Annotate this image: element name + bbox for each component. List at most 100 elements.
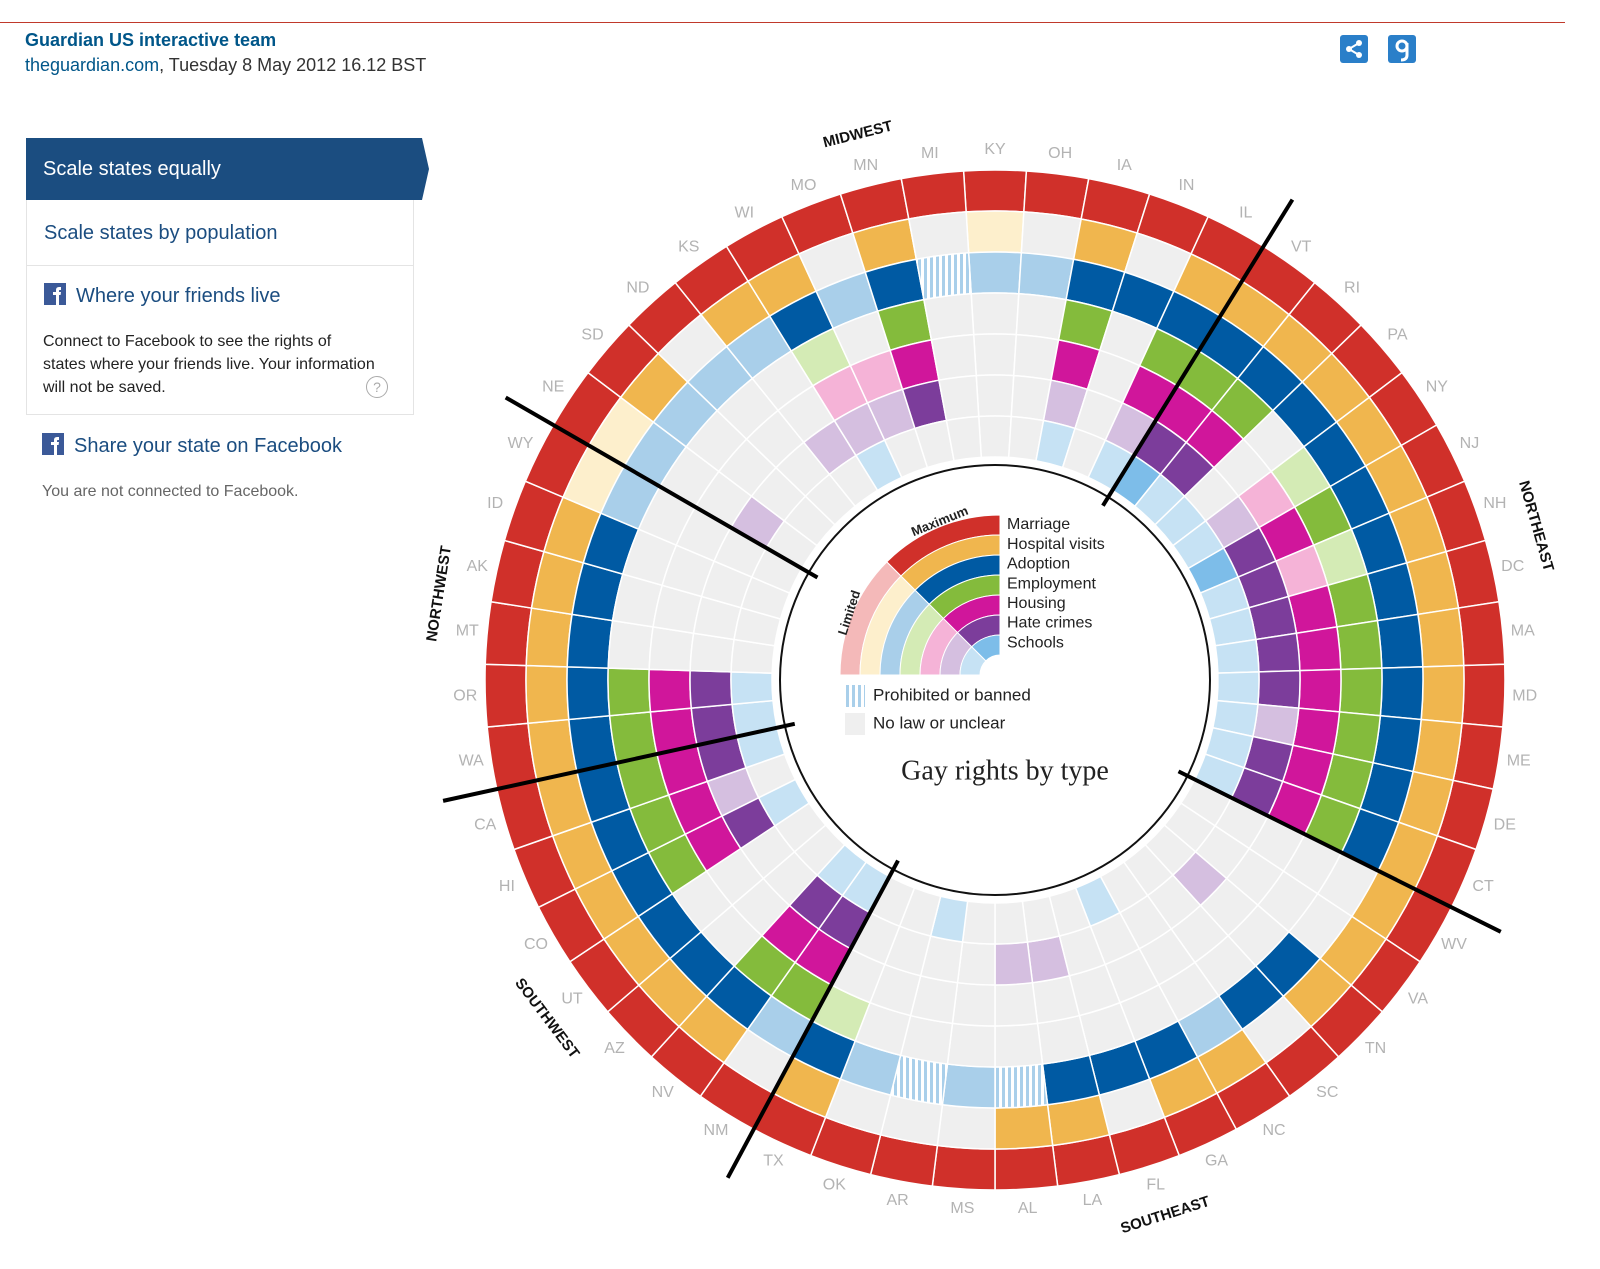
- state-label: NV: [652, 1084, 675, 1101]
- cell: [915, 252, 972, 301]
- share-icon[interactable]: [1340, 35, 1368, 63]
- state-label: NM: [704, 1122, 729, 1139]
- state-label: LA: [1083, 1192, 1103, 1209]
- facebook-icon: [44, 283, 66, 305]
- state-label: WI: [734, 204, 754, 221]
- cell: [1379, 666, 1424, 721]
- state-label: CO: [524, 936, 548, 953]
- state-label: KS: [678, 239, 699, 256]
- cell: [607, 667, 652, 717]
- state-label: DC: [1501, 558, 1524, 575]
- state-label: UT: [561, 991, 583, 1008]
- legend-label: Hospital visits: [1007, 536, 1105, 553]
- cell: [566, 613, 614, 669]
- cell: [951, 981, 996, 1027]
- cell: [1297, 668, 1342, 713]
- top-rule: [0, 22, 1565, 23]
- tab-population[interactable]: Scale states by population: [26, 200, 414, 266]
- state-label: NC: [1262, 1122, 1285, 1139]
- author[interactable]: Guardian US interactive team: [25, 30, 277, 50]
- region-divider: [504, 395, 819, 580]
- legend-label: Employment: [1007, 575, 1096, 592]
- cell: [975, 374, 1015, 418]
- cell: [994, 1063, 1049, 1109]
- state-label: TX: [763, 1153, 784, 1170]
- cell: [1020, 211, 1083, 261]
- legend-label: Marriage: [1007, 516, 1070, 533]
- cell: [923, 292, 975, 341]
- state-label: ID: [487, 495, 503, 512]
- dateline: theguardian.com, Tuesday 8 May 2012 16.1…: [25, 55, 426, 76]
- cell: [956, 941, 996, 986]
- legend-none-swatch: [845, 713, 865, 735]
- cell: [930, 333, 978, 382]
- cell: [1338, 667, 1383, 717]
- region-label: SOUTHEAST: [1119, 1193, 1212, 1237]
- state-label: AL: [1018, 1200, 1038, 1217]
- help-icon[interactable]: ?: [366, 376, 388, 398]
- cell: [994, 1144, 1059, 1191]
- state-label: FL: [1146, 1176, 1165, 1193]
- cell: [1257, 669, 1301, 709]
- cell: [484, 663, 529, 728]
- state-label: WA: [459, 753, 485, 770]
- cell: [1417, 607, 1465, 668]
- cell: [1295, 626, 1342, 672]
- cell: [946, 1022, 996, 1068]
- state-label: AR: [886, 1192, 908, 1209]
- region-label: MIDWEST: [821, 118, 894, 152]
- cell: [1372, 714, 1422, 773]
- chart-title: Gay rights by type: [901, 755, 1109, 786]
- legend-prohibited-swatch: [845, 685, 865, 707]
- cell: [648, 668, 693, 713]
- cell: [967, 251, 1023, 295]
- state-label: WY: [508, 435, 534, 452]
- state-label: CT: [1472, 878, 1494, 895]
- state-label: MA: [1511, 622, 1535, 639]
- region-label: SOUTHWEST: [511, 975, 582, 1062]
- cell: [1336, 619, 1383, 671]
- state-label: MT: [456, 622, 479, 639]
- cell: [994, 900, 1029, 945]
- state-label: KY: [984, 141, 1006, 158]
- cell: [972, 333, 1018, 377]
- cell: [962, 169, 1028, 213]
- state-label: NE: [542, 378, 564, 395]
- state-label: WV: [1441, 936, 1467, 953]
- legend-label: Adoption: [1007, 556, 1070, 573]
- site-link[interactable]: theguardian.com: [25, 55, 160, 75]
- google-icon[interactable]: [1388, 35, 1416, 63]
- state-label: PA: [1387, 326, 1407, 343]
- cell: [994, 981, 1039, 1027]
- state-label: OK: [823, 1176, 846, 1193]
- legend-arc-max: [971, 634, 1001, 662]
- cell: [994, 1022, 1044, 1068]
- state-label: MO: [791, 177, 817, 194]
- cell: [525, 664, 570, 725]
- state-label: MD: [1512, 688, 1537, 705]
- legend-label: Hate crimes: [1007, 615, 1092, 632]
- cell: [607, 619, 654, 671]
- state-label: IL: [1239, 204, 1252, 221]
- cell: [941, 1063, 996, 1109]
- friends-title[interactable]: Where your friends live: [76, 285, 281, 307]
- cell: [994, 1103, 1054, 1150]
- legend-none: No law or unclear: [873, 713, 1006, 732]
- state-label: ND: [626, 280, 649, 297]
- legend-prohibited: Prohibited or banned: [873, 685, 1031, 704]
- cell: [1457, 600, 1506, 667]
- state-label: AK: [467, 558, 489, 575]
- state-label: NY: [1426, 378, 1449, 395]
- region-divider: [725, 859, 900, 1179]
- cell: [648, 626, 695, 672]
- tab-equal[interactable]: Scale states equally: [26, 138, 414, 200]
- cell: [1216, 671, 1260, 706]
- cell: [1461, 663, 1506, 728]
- state-label: NH: [1483, 495, 1506, 512]
- state-label: CA: [474, 816, 497, 833]
- share-link[interactable]: Share your state on Facebook: [74, 435, 342, 457]
- cell: [1023, 170, 1090, 220]
- cell: [900, 170, 967, 220]
- cell: [566, 666, 611, 721]
- cell: [525, 607, 573, 668]
